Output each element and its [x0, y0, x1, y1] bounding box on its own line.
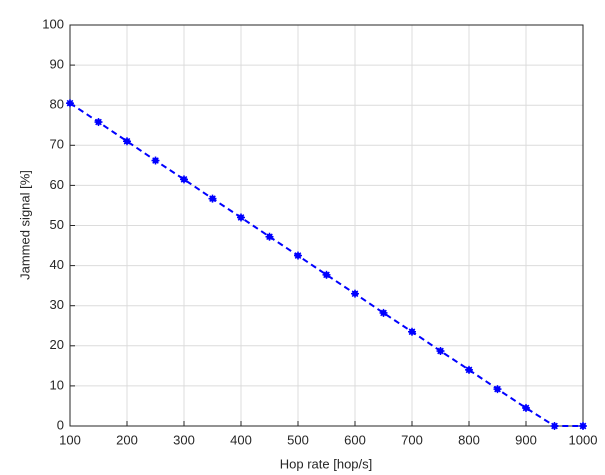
data-marker [123, 137, 131, 146]
marker-stroke [408, 328, 416, 336]
marker-stroke [237, 214, 245, 221]
data-marker [379, 308, 388, 317]
x-tick-label: 900 [515, 432, 537, 447]
y-tick-label: 50 [50, 217, 64, 232]
data-marker [66, 99, 74, 108]
marker-stroke [465, 366, 473, 374]
marker-stroke [95, 118, 102, 126]
data-marker [237, 213, 245, 222]
x-tick-label: 100 [59, 432, 81, 447]
marker-stroke [180, 176, 188, 183]
y-tick-label: 100 [42, 16, 64, 31]
data-marker [322, 270, 331, 279]
marker-stroke [209, 195, 216, 202]
y-axis-label: Jammed signal [%] [17, 170, 32, 280]
y-tick-label: 30 [50, 297, 64, 312]
data-marker [94, 118, 103, 127]
marker-stroke [551, 422, 558, 430]
marker-stroke [323, 271, 330, 279]
marker-stroke [437, 347, 444, 355]
marker-stroke [123, 137, 131, 145]
y-tick-label: 40 [50, 257, 64, 272]
data-marker [294, 251, 302, 260]
y-tick-label: 90 [50, 57, 64, 72]
y-tick-label: 80 [50, 97, 64, 112]
data-marker [493, 385, 502, 394]
data-marker [522, 403, 530, 412]
data-marker [465, 365, 473, 374]
y-tick-label: 60 [50, 177, 64, 192]
data-marker [265, 232, 274, 241]
x-tick-label: 300 [173, 432, 195, 447]
marker-stroke [294, 252, 302, 259]
plot-frame [69, 24, 584, 427]
data-marker [550, 422, 559, 430]
y-tick-label: 10 [50, 377, 64, 392]
x-axis-label: Hop rate [hop/s] [280, 456, 373, 471]
data-marker [180, 175, 188, 184]
marker-stroke [494, 385, 501, 393]
marker-stroke [152, 157, 159, 164]
data-marker [579, 422, 587, 430]
y-tick-label: 70 [50, 137, 64, 152]
marker-stroke [579, 422, 587, 430]
marker-stroke [522, 404, 530, 412]
y-tick-label: 20 [50, 337, 64, 352]
data-marker [151, 156, 160, 165]
x-tick-label: 400 [230, 432, 252, 447]
x-tick-label: 800 [458, 432, 480, 447]
marker-stroke [380, 309, 387, 317]
marker-stroke [351, 290, 359, 298]
x-tick-label: 600 [344, 432, 366, 447]
data-marker [351, 289, 359, 298]
y-tick-label: 0 [57, 417, 64, 432]
data-marker [408, 327, 416, 336]
x-tick-label: 700 [401, 432, 423, 447]
x-tick-label: 500 [287, 432, 309, 447]
x-tick-label: 1000 [569, 432, 598, 447]
data-marker [436, 347, 445, 356]
data-marker [208, 194, 217, 203]
data-line [69, 102, 583, 427]
marker-stroke [266, 233, 273, 241]
marker-stroke [66, 99, 74, 107]
x-tick-label: 200 [116, 432, 138, 447]
